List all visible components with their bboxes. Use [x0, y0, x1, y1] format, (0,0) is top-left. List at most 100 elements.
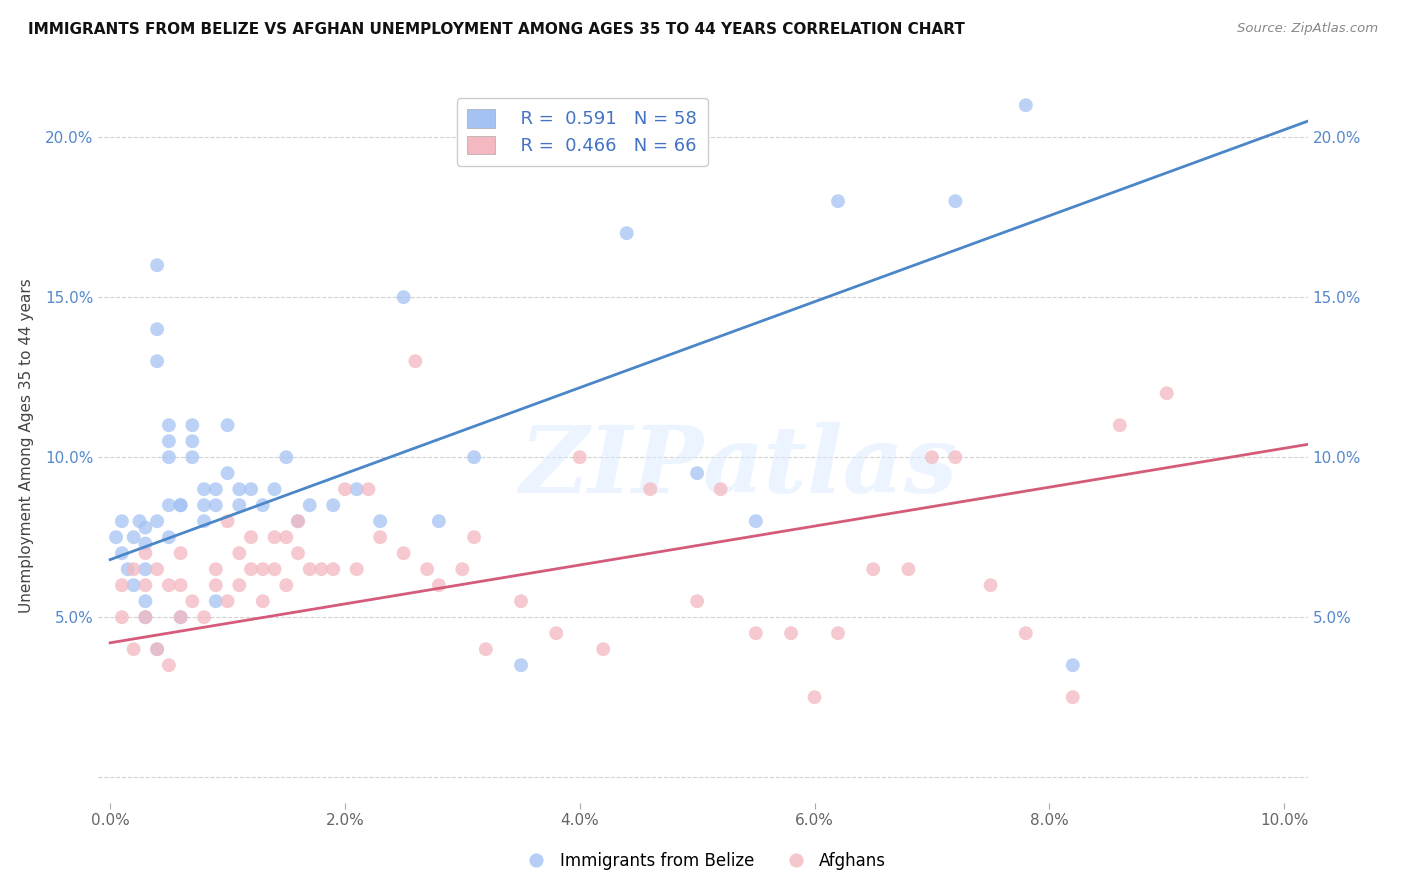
- Point: [122, 530, 145, 544]
- Point: [146, 642, 169, 657]
- Point: [546, 626, 568, 640]
- Point: [803, 690, 825, 705]
- Text: atlas: atlas: [703, 423, 959, 512]
- Point: [862, 562, 884, 576]
- Point: [204, 594, 226, 608]
- Point: [157, 450, 180, 465]
- Point: [169, 578, 191, 592]
- Point: [346, 482, 368, 496]
- Point: [134, 610, 156, 624]
- Point: [252, 498, 274, 512]
- Point: [945, 450, 967, 465]
- Point: [146, 562, 169, 576]
- Point: [475, 642, 498, 657]
- Y-axis label: Unemployment Among Ages 35 to 44 years: Unemployment Among Ages 35 to 44 years: [20, 278, 34, 614]
- Point: [228, 546, 250, 560]
- Point: [276, 450, 298, 465]
- Point: [117, 562, 139, 576]
- Point: [357, 482, 380, 496]
- Point: [780, 626, 803, 640]
- Point: [204, 482, 226, 496]
- Point: [146, 258, 169, 272]
- Point: [217, 514, 239, 528]
- Point: [921, 450, 943, 465]
- Point: [204, 498, 226, 512]
- Point: [134, 578, 156, 592]
- Point: [252, 562, 274, 576]
- Point: [510, 594, 533, 608]
- Point: [263, 482, 285, 496]
- Point: [169, 546, 191, 560]
- Point: [263, 562, 285, 576]
- Point: [134, 536, 156, 550]
- Point: [710, 482, 733, 496]
- Point: [333, 482, 356, 496]
- Point: [169, 498, 191, 512]
- Point: [392, 290, 415, 304]
- Point: [427, 514, 450, 528]
- Point: [146, 322, 169, 336]
- Point: [463, 450, 485, 465]
- Point: [169, 610, 191, 624]
- Point: [745, 626, 768, 640]
- Point: [252, 594, 274, 608]
- Point: [193, 498, 215, 512]
- Point: [945, 194, 967, 209]
- Point: [134, 610, 156, 624]
- Point: [638, 482, 661, 496]
- Point: [263, 530, 285, 544]
- Point: [134, 520, 156, 534]
- Point: [122, 578, 145, 592]
- Point: [392, 546, 415, 560]
- Point: [134, 546, 156, 560]
- Point: [128, 514, 150, 528]
- Point: [157, 658, 180, 673]
- Point: [157, 418, 180, 433]
- Point: [287, 546, 309, 560]
- Point: [111, 610, 134, 624]
- Point: [827, 194, 849, 209]
- Point: [157, 498, 180, 512]
- Point: [1015, 626, 1038, 640]
- Point: [510, 658, 533, 673]
- Point: [745, 514, 768, 528]
- Point: [134, 594, 156, 608]
- Point: [217, 418, 239, 433]
- Point: [592, 642, 614, 657]
- Text: IMMIGRANTS FROM BELIZE VS AFGHAN UNEMPLOYMENT AMONG AGES 35 TO 44 YEARS CORRELAT: IMMIGRANTS FROM BELIZE VS AFGHAN UNEMPLO…: [28, 22, 965, 37]
- Point: [169, 498, 191, 512]
- Point: [134, 562, 156, 576]
- Point: [181, 594, 204, 608]
- Point: [451, 562, 474, 576]
- Point: [240, 530, 263, 544]
- Point: [146, 354, 169, 368]
- Point: [240, 562, 263, 576]
- Point: [146, 642, 169, 657]
- Point: [298, 562, 321, 576]
- Point: [193, 610, 215, 624]
- Point: [193, 514, 215, 528]
- Point: [1015, 98, 1038, 112]
- Point: [1108, 418, 1130, 433]
- Point: [111, 578, 134, 592]
- Point: [193, 482, 215, 496]
- Point: [368, 530, 391, 544]
- Legend: Immigrants from Belize, Afghans: Immigrants from Belize, Afghans: [513, 846, 893, 877]
- Point: [568, 450, 591, 465]
- Text: ZIP: ZIP: [519, 423, 703, 512]
- Point: [298, 498, 321, 512]
- Point: [169, 610, 191, 624]
- Point: [287, 514, 309, 528]
- Point: [276, 530, 298, 544]
- Point: [980, 578, 1002, 592]
- Point: [228, 498, 250, 512]
- Point: [322, 498, 344, 512]
- Point: [311, 562, 333, 576]
- Point: [157, 530, 180, 544]
- Point: [157, 578, 180, 592]
- Point: [404, 354, 426, 368]
- Point: [287, 514, 309, 528]
- Point: [122, 642, 145, 657]
- Point: [181, 434, 204, 449]
- Point: [181, 418, 204, 433]
